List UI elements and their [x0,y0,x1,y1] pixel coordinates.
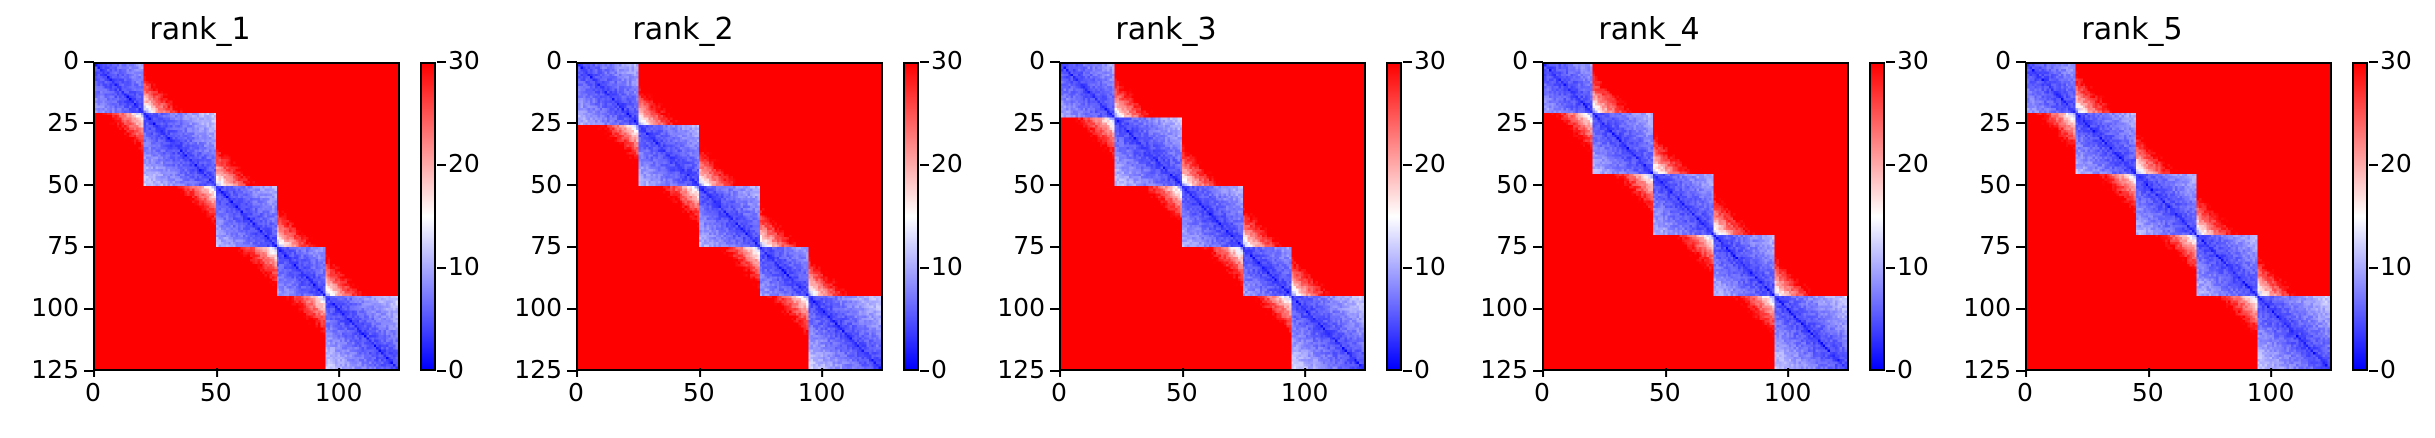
heatmap-image [2027,64,2330,369]
x-tick-label: 50 [199,368,232,407]
y-tick-label: 125 [1480,355,1543,384]
x-tick-label: 100 [2246,368,2295,407]
x-tick-label: 50 [682,368,715,407]
y-tick-label: 50 [1013,169,1060,199]
colorbar-tick-label: 30 [437,46,480,75]
colorbar-tick-label: 10 [920,252,963,281]
colorbar-tick-label: 30 [1886,46,1929,75]
y-tick-label: 125 [1963,355,2026,384]
heatmap-image [95,64,398,369]
y-tick-label: 50 [1979,169,2026,199]
colorbar-tick-label: 20 [2369,149,2412,178]
y-tick-label: 100 [1963,293,2026,323]
y-tick-label: 100 [514,293,577,323]
colorbar-tick-label: 20 [1403,149,1446,178]
y-tick-label: 25 [1013,107,1060,137]
x-tick-label: 50 [2131,368,2164,407]
heatmap-plot [2025,62,2332,371]
colorbar-tick-label: 20 [1886,149,1929,178]
heatmap-image [1544,64,1847,369]
x-tick-label: 0 [1534,368,1550,407]
colorbar-tick-label: 10 [2369,252,2412,281]
y-tick-label: 75 [1013,231,1060,261]
panel-title: rank_2 [632,12,734,47]
colorbar-tick-label: 10 [1403,252,1446,281]
panel-title: rank_3 [1115,12,1217,47]
y-tick-label: 75 [1979,231,2026,261]
colorbar [1386,62,1402,371]
y-tick-label: 25 [530,107,577,137]
y-tick-label: 125 [997,355,1060,384]
panel-title: rank_1 [149,12,251,47]
y-tick-label: 75 [47,231,94,261]
x-tick-label: 100 [797,368,846,407]
heatmap-plot [1059,62,1366,371]
heatmap-plot [93,62,400,371]
x-tick-label: 50 [1165,368,1198,407]
colorbar-tick-label: 30 [1403,46,1446,75]
heatmap-panel: rank_2 0 25 50 75 100 125 0 50 100 0 10 20 30 [483,0,970,438]
colorbar [420,62,436,371]
y-tick-label: 75 [530,231,577,261]
colorbar-tick-label: 30 [2369,46,2412,75]
colorbar [1869,62,1885,371]
colorbar-tick-label: 0 [1886,355,1913,384]
colorbar-tick-label: 10 [1886,252,1929,281]
colorbar-tick-label: 30 [920,46,963,75]
colorbar [903,62,919,371]
colorbar-tick-label: 20 [437,149,480,178]
heatmap-image [1061,64,1364,369]
heatmap-plot [1542,62,1849,371]
heatmap-panel: rank_5 0 25 50 75 100 125 0 50 100 0 10 20 30 [1932,0,2419,438]
heatmap-image [578,64,881,369]
y-tick-label: 100 [1480,293,1543,323]
colorbar-tick-label: 0 [920,355,947,384]
x-tick-label: 0 [568,368,584,407]
y-tick-label: 50 [530,169,577,199]
x-tick-label: 0 [1051,368,1067,407]
y-tick-label: 50 [47,169,94,199]
colorbar-tick-label: 20 [920,149,963,178]
x-tick-label: 0 [85,368,101,407]
heatmap-panel: rank_3 0 25 50 75 100 125 0 50 100 0 10 20 30 [966,0,1453,438]
x-tick-label: 100 [1763,368,1812,407]
y-tick-label: 100 [997,293,1060,323]
y-tick-label: 50 [1496,169,1543,199]
y-tick-label: 0 [1995,46,2026,75]
y-tick-label: 125 [31,355,94,384]
colorbar-tick-label: 0 [437,355,464,384]
panel-title: rank_5 [2081,12,2183,47]
y-tick-label: 100 [31,293,94,323]
heatmap-panel: rank_4 0 25 50 75 100 125 0 50 100 0 10 20 30 [1449,0,1936,438]
y-tick-label: 0 [63,46,94,75]
colorbar-tick-label: 0 [1403,355,1430,384]
heatmap-panel: rank_1 0 25 50 75 100 125 0 50 100 0 10 20 30 [0,0,487,438]
colorbar-tick-label: 10 [437,252,480,281]
colorbar-tick-label: 0 [2369,355,2396,384]
y-tick-label: 0 [1512,46,1543,75]
y-tick-label: 25 [1979,107,2026,137]
y-tick-label: 125 [514,355,577,384]
x-tick-label: 100 [314,368,363,407]
x-tick-label: 50 [1648,368,1681,407]
y-tick-label: 0 [546,46,577,75]
x-tick-label: 100 [1280,368,1329,407]
x-tick-label: 0 [2017,368,2033,407]
y-tick-label: 25 [1496,107,1543,137]
y-tick-label: 75 [1496,231,1543,261]
y-tick-label: 0 [1029,46,1060,75]
heatmap-plot [576,62,883,371]
panel-title: rank_4 [1598,12,1700,47]
y-tick-label: 25 [47,107,94,137]
colorbar [2352,62,2368,371]
